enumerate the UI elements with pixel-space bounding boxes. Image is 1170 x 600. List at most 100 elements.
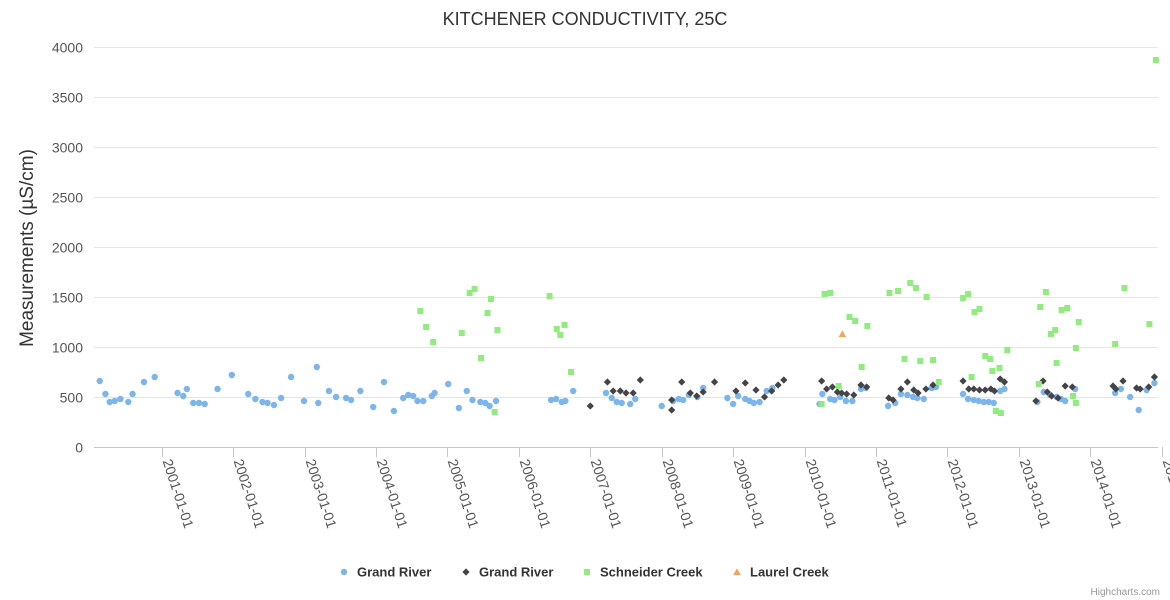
legend-item-schneider-creek-square[interactable]: Schneider Creek [584, 565, 703, 580]
legend-item-grand-river-circle[interactable]: Grand River [340, 565, 432, 580]
data-point[interactable] [1072, 400, 1079, 406]
data-point[interactable] [975, 386, 984, 394]
data-point[interactable] [342, 394, 350, 402]
data-point[interactable] [347, 396, 355, 404]
data-point[interactable] [315, 399, 322, 407]
data-point[interactable] [1126, 393, 1134, 401]
data-point[interactable] [990, 387, 999, 395]
data-point[interactable] [658, 402, 665, 410]
data-point[interactable] [996, 365, 1003, 371]
data-point[interactable] [491, 409, 498, 415]
data-point[interactable] [125, 398, 132, 406]
data-point[interactable] [756, 398, 763, 406]
data-point[interactable] [732, 387, 740, 395]
data-point[interactable] [609, 387, 617, 395]
data-point[interactable] [819, 390, 826, 398]
data-point[interactable] [889, 396, 897, 404]
data-point[interactable] [828, 383, 836, 391]
data-point[interactable] [693, 392, 701, 400]
data-point[interactable] [478, 355, 485, 361]
data-point[interactable] [970, 396, 977, 404]
legend-label[interactable]: Grand River [479, 565, 553, 580]
data-point[interactable] [964, 395, 972, 403]
data-point[interactable] [1146, 321, 1153, 327]
data-point[interactable] [547, 396, 555, 404]
data-point[interactable] [857, 385, 865, 393]
data-point[interactable] [632, 395, 639, 403]
data-point[interactable] [603, 378, 612, 386]
data-point[interactable] [914, 394, 921, 402]
data-point[interactable] [613, 398, 620, 406]
data-point[interactable] [1037, 304, 1044, 310]
data-point[interactable] [842, 397, 850, 405]
legend[interactable]: Grand River Grand River Schneider Creek Lau… [340, 565, 830, 580]
data-point[interactable] [1152, 57, 1159, 63]
data-point[interactable] [410, 392, 417, 400]
data-point[interactable] [463, 387, 470, 395]
data-point[interactable] [827, 290, 834, 296]
data-point[interactable] [1000, 378, 1009, 386]
data-point[interactable] [760, 393, 769, 401]
data-point[interactable] [849, 397, 856, 405]
data-point[interactable] [484, 310, 491, 316]
data-point[interactable] [602, 389, 610, 397]
data-point[interactable] [1075, 319, 1082, 325]
data-point[interactable] [405, 391, 412, 399]
legend-item-grand-river-diamond[interactable]: Grand River [462, 565, 553, 580]
data-point[interactable] [622, 389, 630, 397]
data-point[interactable] [846, 314, 853, 320]
data-point[interactable] [780, 376, 788, 384]
data-point[interactable] [971, 309, 978, 315]
data-point[interactable] [414, 397, 421, 405]
data-point[interactable] [989, 368, 996, 374]
data-point[interactable] [710, 378, 719, 386]
legend-marker-square[interactable] [584, 569, 590, 575]
data-point[interactable] [1054, 394, 1062, 402]
data-point[interactable] [380, 378, 388, 386]
data-point[interactable] [997, 410, 1004, 416]
data-point[interactable] [618, 399, 625, 407]
data-point[interactable] [557, 332, 564, 338]
data-point[interactable] [494, 327, 501, 333]
data-point[interactable] [910, 386, 918, 394]
data-point[interactable] [699, 384, 707, 392]
data-point[interactable] [423, 324, 430, 330]
data-point[interactable] [313, 363, 320, 371]
data-point[interactable] [818, 377, 826, 385]
data-point[interactable] [1117, 385, 1125, 393]
data-point[interactable] [929, 381, 937, 389]
data-point[interactable] [1058, 307, 1065, 313]
data-point[interactable] [627, 400, 634, 408]
data-point[interactable] [1119, 377, 1127, 385]
data-point[interactable] [102, 390, 109, 398]
data-point[interactable] [636, 376, 644, 384]
data-point[interactable] [390, 407, 398, 415]
data-point[interactable] [469, 396, 476, 404]
data-point[interactable] [885, 394, 893, 402]
data-point[interactable] [729, 400, 737, 408]
data-point[interactable] [959, 377, 967, 385]
data-point[interactable] [823, 385, 831, 393]
data-point[interactable] [466, 290, 473, 296]
data-point[interactable] [838, 389, 846, 397]
data-point[interactable] [190, 399, 197, 407]
data-point[interactable] [858, 364, 865, 370]
data-point[interactable] [287, 373, 295, 381]
data-point[interactable] [850, 391, 858, 399]
data-point[interactable] [975, 397, 982, 405]
data-point[interactable] [431, 389, 438, 397]
legend-marker-diamond[interactable] [462, 568, 470, 576]
data-point[interactable] [1004, 347, 1011, 353]
data-point[interactable] [1035, 381, 1042, 387]
data-point[interactable] [325, 387, 333, 395]
data-point[interactable] [734, 392, 742, 400]
data-point[interactable] [903, 378, 911, 386]
data-point[interactable] [180, 392, 187, 400]
data-point[interactable] [183, 385, 191, 393]
data-point[interactable] [616, 387, 624, 395]
data-point[interactable] [1072, 345, 1079, 351]
data-point[interactable] [1070, 393, 1077, 399]
data-point[interactable] [838, 330, 847, 337]
data-point[interactable] [678, 378, 686, 386]
data-point[interactable] [668, 406, 676, 414]
